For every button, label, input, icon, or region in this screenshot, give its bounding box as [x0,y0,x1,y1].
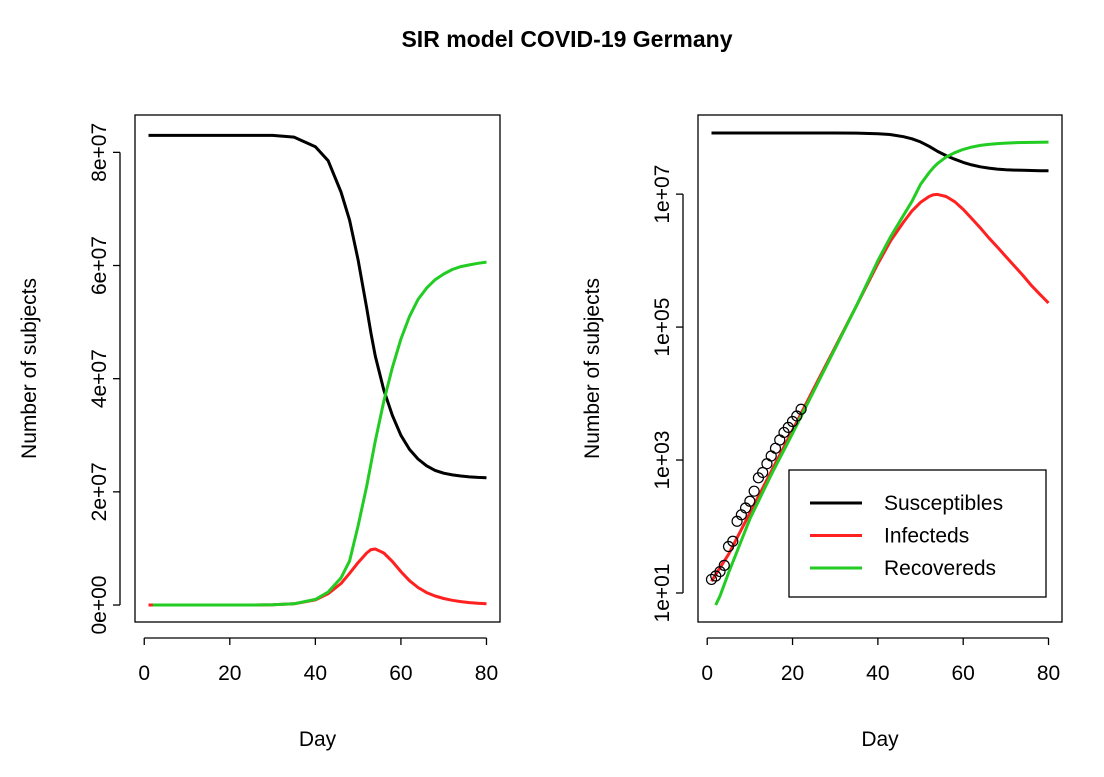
series-line-susceptibles [711,131,1049,173]
log-plot: 0 20 40 60 80 1e+01 1e+03 1e+05 1e+07 Day Number o… [581,114,1063,751]
observed-point [744,495,756,507]
x-tick-label: 0 [138,662,150,685]
observed-point [782,421,794,433]
y-axis-label: Number of subjects [18,278,41,459]
y-axis-label: Number of subjects [581,278,604,459]
legend: Susceptibles Infecteds Recovereds [788,469,1047,598]
series-line-susceptibles [148,133,487,480]
series-line-recovereds [152,260,487,607]
y-tick-label: 6e+07 [88,236,111,295]
x-axis-label: Day [299,728,337,751]
y-tick-label: 4e+07 [88,349,111,408]
observed-point [718,559,730,571]
y-tick-label: 1e+07 [651,165,674,224]
x-tick-label: 40 [866,662,889,685]
y-tick-label: 1e+01 [651,563,674,622]
legend-label-recovereds: Recovereds [884,557,996,580]
x-tick-label: 20 [218,662,241,685]
legend-box [788,469,1047,598]
observed-point [727,535,739,547]
y-tick-label: 1e+03 [651,431,674,490]
observed-point [774,434,786,446]
x-tick-label: 60 [952,662,975,685]
x-tick-label: 0 [701,662,713,685]
y-tick-label: 1e+05 [651,298,674,357]
legend-label-susceptibles: Susceptibles [884,492,1003,515]
figure-title: SIR model COVID-19 Germany [401,26,732,52]
observed-point [757,466,769,479]
y-tick-label: 2e+07 [88,462,111,521]
linear-plot: 0 20 40 60 80 0e+00 2e+07 4e+07 6e+07 8e+07 Day Num… [18,114,501,751]
observed-point [765,450,777,462]
x-axis-label: Day [861,728,899,751]
observed-point [795,403,807,415]
x-tick-label: 60 [389,662,412,685]
x-tick-label: 20 [781,662,804,685]
y-tick-label: 8e+07 [88,123,111,182]
observed-point [761,458,773,470]
plot-frame [134,114,501,623]
x-tick-label: 80 [1037,662,1060,685]
x-tick-label: 80 [475,662,498,685]
observed-point [748,485,760,497]
legend-label-infecteds: Infecteds [884,525,969,548]
series-line-recovereds [714,140,1049,606]
x-tick-label: 40 [304,662,327,685]
y-tick-label: 0e+00 [88,576,111,635]
plot-frame [697,114,1063,623]
